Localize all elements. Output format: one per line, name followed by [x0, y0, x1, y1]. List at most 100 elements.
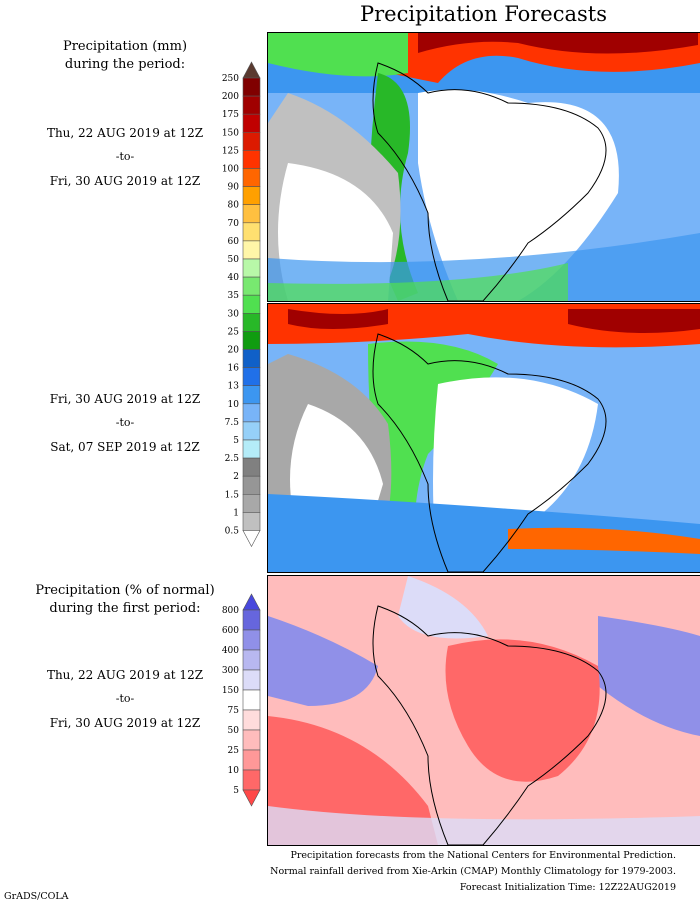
period2-start: Fri, 30 AUG 2019 at 12Z — [49, 392, 201, 406]
anomaly-colorbar-segment — [242, 709, 261, 731]
precip-colorbar-tick-label: 2.5 — [225, 454, 240, 464]
precip-colorbar-tick-label: 80 — [228, 201, 240, 211]
precip-colorbar-segment — [242, 367, 261, 387]
anomaly-colorbar-segment — [242, 749, 261, 771]
anomaly-colorbar-segment — [242, 729, 261, 751]
period1-header: Precipitation (mm) during the period: — [0, 38, 250, 74]
precip-colorbar-tick-label: 60 — [228, 237, 240, 247]
precip-colorbar-segment — [242, 113, 261, 133]
precip-colorbar-segment — [242, 385, 261, 405]
precip-colorbar-segment — [242, 493, 261, 513]
precip-colorbar-tick-label: 70 — [228, 219, 240, 229]
anomaly-colorbar-segment — [242, 669, 261, 691]
precip-colorbar-segment — [242, 222, 261, 242]
precip-colorbar-segment — [242, 132, 261, 151]
anomaly-colorbar-tick-label: 50 — [228, 726, 240, 736]
precip-colorbar-segment — [242, 186, 261, 206]
period2-end: Sat, 07 SEP 2019 at 12Z — [50, 440, 200, 454]
precip-colorbar-tick-label: 2 — [233, 472, 239, 482]
precip-colorbar-tick-label: 175 — [222, 110, 239, 120]
period1-to: -to- — [115, 150, 135, 163]
precip-colorbar-tick-label: 5 — [233, 436, 239, 446]
anomaly-end: Fri, 30 AUG 2019 at 12Z — [49, 716, 201, 730]
anomaly-start: Thu, 22 AUG 2019 at 12Z — [46, 668, 204, 682]
precip-colorbar-tick-label: 0.5 — [225, 527, 240, 537]
footer-line-3: Forecast Initialization Time: 12Z22AUG20… — [459, 882, 676, 893]
precip-colorbar-segment — [242, 258, 261, 278]
precip-colorbar-tick-label: 1 — [233, 508, 239, 518]
precip-colorbar-segment — [242, 439, 261, 459]
anomaly-header-line1: Precipitation (% of normal) — [35, 583, 215, 598]
anomaly-colorbar-tick-label: 75 — [228, 706, 240, 716]
precip-map-period1 — [268, 33, 700, 301]
anomaly-colorbar-segment — [242, 689, 261, 711]
period2-to: -to- — [115, 416, 135, 429]
anomaly-colorbar: 800 600 400 300 150 75 50 25 10 5 — [222, 593, 261, 807]
anomaly-colorbar-segment — [242, 609, 261, 631]
precip-colorbar-tick-label: 7.5 — [225, 418, 240, 428]
anomaly-colorbar-tick-label: 10 — [228, 766, 240, 776]
precip-map-period2 — [268, 304, 700, 572]
precip-colorbar-tick-label: 16 — [228, 364, 240, 374]
precip-colorbar-tick-label: 13 — [228, 382, 240, 392]
map-panel-anomaly — [267, 575, 700, 846]
period1-end: Fri, 30 AUG 2019 at 12Z — [49, 174, 201, 188]
page-title: Precipitation Forecasts — [360, 2, 607, 26]
precip-colorbar-tick-label: 125 — [222, 146, 239, 156]
precip-colorbar-tick-label: 100 — [222, 165, 239, 175]
precip-colorbar-segment — [242, 95, 261, 115]
precip-colorbar-segment — [242, 349, 261, 368]
anomaly-colorbar-tick-label: 600 — [222, 626, 239, 636]
precip-colorbar-segment — [242, 77, 261, 97]
precip-colorbar-segment — [242, 512, 261, 531]
period1-header-line2: during the period: — [64, 57, 186, 72]
anomaly-colorbar-segment — [242, 649, 261, 671]
anomaly-colorbar-over-triangle — [242, 593, 261, 611]
map-panel-period1 — [267, 32, 700, 302]
map-panel-period2 — [267, 303, 700, 573]
anomaly-to: -to- — [115, 692, 135, 705]
precip-colorbar-segment — [242, 276, 261, 296]
anomaly-colorbar-tick-label: 400 — [222, 646, 239, 656]
anomaly-colorbar-segment — [242, 629, 261, 651]
precip-colorbar-segment — [242, 168, 261, 187]
precip-colorbar-segment — [242, 294, 261, 314]
precip-colorbar-under-triangle — [242, 530, 261, 548]
anomaly-colorbar-tick-label: 300 — [222, 666, 239, 676]
precip-colorbar-tick-label: 10 — [228, 400, 240, 410]
anomaly-colorbar-tick-label: 150 — [222, 686, 239, 696]
precip-colorbar: 2502001751501251009080706050403530252016… — [222, 61, 261, 548]
anomaly-header: Precipitation (% of normal) during the f… — [0, 582, 250, 618]
precip-colorbar-segment — [242, 331, 261, 350]
period1-start: Thu, 22 AUG 2019 at 12Z — [46, 126, 204, 140]
precip-colorbar-tick-label: 150 — [222, 128, 239, 138]
precip-colorbar-tick-label: 250 — [222, 74, 239, 84]
precip-colorbar-tick-label: 40 — [228, 273, 240, 283]
precip-colorbar-tick-label: 20 — [228, 346, 240, 356]
precip-colorbar-segment — [242, 204, 261, 224]
precip-colorbar-tick-label: 50 — [228, 255, 240, 265]
anomaly-colorbar-tick-label: 25 — [228, 746, 240, 756]
anomaly-colorbar-under-triangle — [242, 789, 261, 807]
footer-line-1: Precipitation forecasts from the Nationa… — [290, 850, 677, 861]
precip-colorbar-segment — [242, 421, 261, 441]
anomaly-header-line2: during the first period: — [49, 601, 201, 616]
precip-colorbar-segment — [242, 313, 261, 332]
precip-colorbar-over-triangle — [242, 61, 261, 79]
period1-header-line1: Precipitation (mm) — [62, 39, 188, 54]
anomaly-colorbar-tick-label: 5 — [233, 786, 239, 796]
footer-line-2: Normal rainfall derived from Xie-Arkin (… — [270, 866, 676, 877]
precip-colorbar-segment — [242, 240, 261, 260]
precip-colorbar-segment — [242, 403, 261, 423]
percent-normal-map — [268, 576, 700, 845]
precip-colorbar-tick-label: 1.5 — [225, 490, 240, 500]
grads-credit: GrADS/COLA — [4, 891, 69, 902]
anomaly-colorbar-tick-label: 800 — [222, 606, 239, 616]
precip-colorbar-tick-label: 35 — [228, 291, 240, 301]
precip-colorbar-segment — [242, 150, 261, 169]
anomaly-colorbar-segment — [242, 769, 261, 791]
precip-colorbar-segment — [242, 457, 261, 477]
precip-colorbar-tick-label: 90 — [228, 183, 240, 193]
precip-colorbar-tick-label: 200 — [222, 92, 239, 102]
